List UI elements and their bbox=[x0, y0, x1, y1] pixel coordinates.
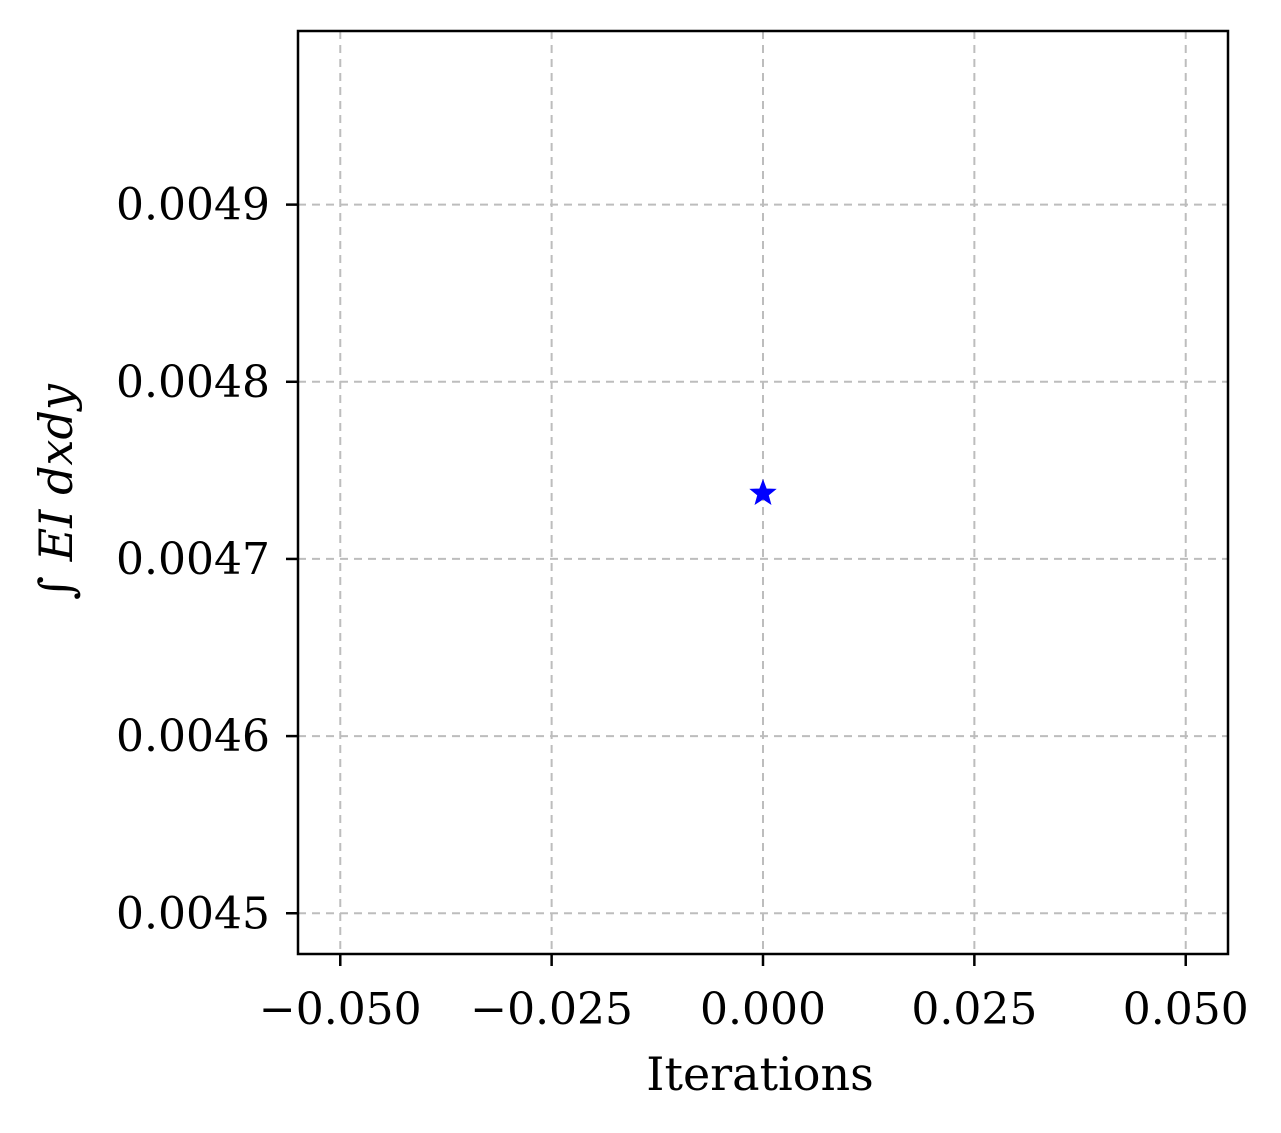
y-axis-label: ∫ EI dxdy bbox=[29, 383, 83, 600]
ticks bbox=[286, 203, 1187, 966]
y-tick-label: 0.0049 bbox=[116, 180, 270, 231]
x-tick-label: 0.000 bbox=[700, 984, 826, 1035]
x-tick-label: 0.025 bbox=[911, 984, 1037, 1035]
x-tick-label: 0.050 bbox=[1123, 984, 1249, 1035]
y-tick-label: 0.0046 bbox=[116, 711, 270, 762]
data-layer bbox=[749, 478, 777, 506]
data-point-star bbox=[749, 478, 777, 506]
tick-labels: −0.050 −0.025 0.000 0.025 0.050 0.0045 0.0046 0… bbox=[116, 180, 1249, 1035]
y-tick-label: 0.0045 bbox=[116, 888, 270, 939]
x-axis-label: Iterations bbox=[646, 1047, 873, 1101]
grid bbox=[298, 31, 1228, 954]
y-tick-label: 0.0047 bbox=[116, 534, 270, 585]
x-tick-label: −0.025 bbox=[470, 984, 633, 1035]
y-tick-label: 0.0048 bbox=[116, 357, 270, 408]
x-tick-label: −0.050 bbox=[259, 984, 422, 1035]
plot-frame bbox=[296, 29, 1230, 956]
